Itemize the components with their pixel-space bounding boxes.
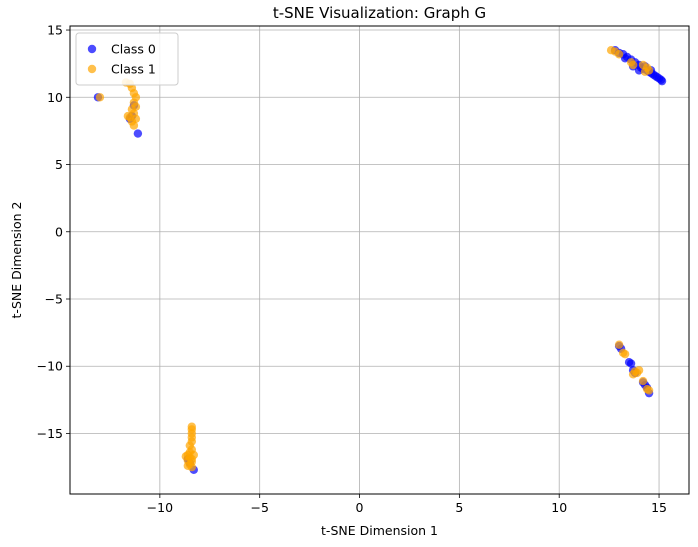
y-tick-label: 5 <box>55 157 63 172</box>
x-tick-label: 10 <box>551 500 567 515</box>
scatter-point-class-0 <box>620 54 630 63</box>
chart-title: t-SNE Visualization: Graph G <box>273 4 486 22</box>
legend-box <box>75 32 179 86</box>
y-tick-label: −10 <box>37 359 63 374</box>
axis-ticks: −10 −5 0 5 10 15 −15 −10 −5 0 5 10 15 <box>37 23 667 515</box>
x-tick-label: 0 <box>356 500 364 515</box>
scatter-points <box>93 46 667 474</box>
legend-marker <box>87 44 97 54</box>
scatter-point-class-1 <box>644 386 654 395</box>
scatter-point-class-1 <box>183 461 193 470</box>
scatter-point-class-1 <box>640 67 650 76</box>
scatter-point-class-1 <box>129 121 139 130</box>
y-tick-label: −15 <box>37 426 63 441</box>
x-axis-label: t-SNE Dimension 1 <box>321 523 438 538</box>
scatter-point-class-1 <box>628 370 638 379</box>
legend: Class 0 Class 1 <box>75 32 179 86</box>
y-tick-label: 15 <box>47 23 63 38</box>
x-tick-label: 5 <box>455 500 463 515</box>
scatter-point-class-1 <box>614 50 624 59</box>
x-tick-label: 15 <box>651 500 667 515</box>
plot-frame <box>69 25 690 495</box>
scatter-point-class-1 <box>123 111 133 121</box>
x-tick-label: −10 <box>147 500 173 515</box>
scatter-point-class-1 <box>95 93 105 102</box>
legend-label: Class 0 <box>111 42 156 57</box>
y-tick-label: 10 <box>47 90 63 105</box>
scatter-point-class-0 <box>133 129 143 138</box>
scatter-point-class-1 <box>187 454 197 464</box>
legend-marker <box>87 64 97 74</box>
legend-label: Class 1 <box>111 62 156 77</box>
y-tick-label: 0 <box>55 224 63 239</box>
scatter-point-class-1 <box>614 340 624 349</box>
scatter-point-class-0 <box>657 76 667 86</box>
scatter-point-class-1 <box>634 366 644 375</box>
grid-lines <box>70 26 689 494</box>
y-tick-label: −5 <box>45 292 63 307</box>
y-axis-label: t-SNE Dimension 2 <box>9 202 24 319</box>
scatter-point-class-0 <box>626 359 636 368</box>
scatter-point-class-1 <box>618 348 628 357</box>
scatter-point-class-1 <box>638 376 648 386</box>
scatter-point-class-1 <box>628 60 638 70</box>
x-tick-label: −5 <box>250 500 268 515</box>
